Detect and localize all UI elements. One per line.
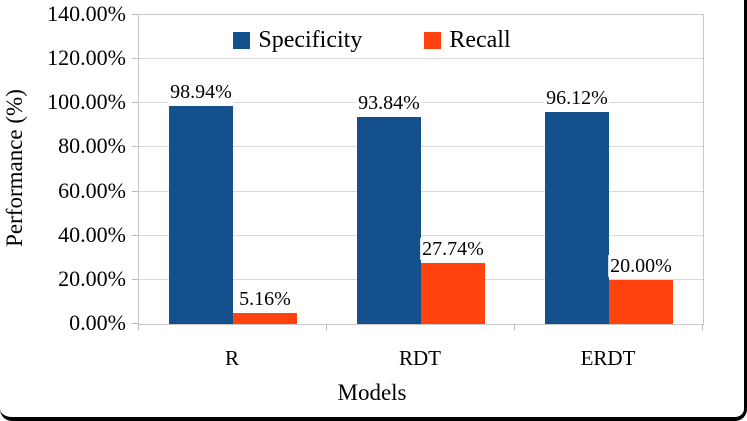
- specificity-swatch-icon: [233, 31, 251, 49]
- y-tick-label: 100.00%: [47, 89, 126, 115]
- y-tick-mark: [132, 58, 138, 60]
- legend-item-recall: Recall: [424, 27, 511, 53]
- bar-value-label: 98.94%: [168, 80, 234, 103]
- y-tick-label: 80.00%: [58, 133, 126, 159]
- bar-value-label: 20.00%: [608, 254, 674, 277]
- x-tick-mark: [326, 324, 327, 330]
- recall-swatch-icon: [424, 31, 442, 49]
- y-tick-mark: [132, 190, 138, 192]
- x-category-label: ERDT: [580, 346, 636, 370]
- x-category-label: RDT: [399, 346, 441, 370]
- x-category-label: R: [224, 346, 240, 370]
- legend-label-specificity: Specificity: [258, 27, 363, 53]
- bar-recall-erdt: [609, 279, 673, 324]
- y-tick-mark: [132, 323, 138, 324]
- bar-specificity-rdt: [357, 116, 421, 324]
- chart-legend: Specificity Recall: [0, 27, 744, 53]
- legend-item-specificity: Specificity: [233, 27, 362, 53]
- y-tick-mark: [132, 102, 138, 104]
- x-tick-mark: [514, 324, 515, 330]
- y-tick-label: 60.00%: [58, 177, 126, 203]
- gridline: [139, 146, 703, 148]
- y-tick-label: 120.00%: [47, 45, 126, 71]
- bar-value-label: 27.74%: [420, 237, 486, 260]
- plot-area: 98.94% 5.16% 93.84% 27.74% 96.12% 20.00%: [138, 14, 704, 325]
- x-axis-title: Models: [337, 380, 407, 405]
- x-tick-mark: [702, 324, 703, 330]
- bar-value-label: 96.12%: [544, 86, 610, 109]
- legend-label-recall: Recall: [449, 27, 511, 53]
- y-tick-mark: [132, 234, 138, 236]
- y-tick-mark: [132, 146, 138, 148]
- y-tick-label: 40.00%: [58, 221, 126, 247]
- x-tick-mark: [138, 324, 139, 330]
- gridline: [139, 234, 703, 236]
- y-tick-mark: [132, 278, 138, 280]
- bar-recall-rdt: [421, 262, 485, 324]
- y-tick-label: 140.00%: [47, 1, 126, 26]
- bar-specificity-erdt: [545, 111, 609, 324]
- y-tick-label: 20.00%: [58, 265, 126, 291]
- bar-recall-r: [233, 312, 297, 324]
- bar-specificity-r: [169, 105, 233, 324]
- bar-value-label: 5.16%: [237, 287, 293, 310]
- bar-value-label: 93.84%: [356, 91, 422, 114]
- y-tick-label: 0.00%: [69, 310, 126, 335]
- y-tick-mark: [132, 14, 138, 15]
- gridline: [139, 58, 703, 60]
- gridline: [139, 190, 703, 192]
